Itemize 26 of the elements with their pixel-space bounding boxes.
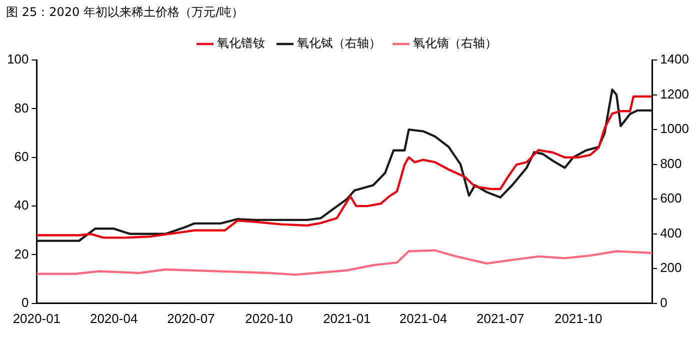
x-tick-label: 2020-10 (245, 310, 293, 326)
y2-tick-label: 1400 (660, 52, 689, 67)
x-tick-label: 2021-04 (399, 310, 448, 326)
x-tick-label: 2020-01 (12, 310, 61, 326)
y-tick-label: 40 (14, 198, 29, 213)
x-tick-label: 2021-07 (476, 310, 524, 326)
y2-tick-label: 0 (660, 294, 668, 310)
x-tick-label: 2021-01 (323, 310, 371, 326)
y2-tick-label: 200 (660, 260, 682, 276)
x-tick-label: 2020-04 (90, 310, 138, 326)
y-tick-label: 100 (6, 52, 29, 67)
y2-tick-label: 400 (660, 225, 682, 240)
y2-tick-label: 800 (660, 156, 682, 171)
legend-label: 氧化镨钕 (217, 36, 265, 50)
legend-label: 氧化镝（右轴） (413, 36, 497, 50)
y-tick-label: 0 (21, 294, 29, 310)
y2-tick-label: 1200 (660, 86, 689, 102)
x-tick-label: 2021-10 (554, 310, 602, 326)
y-tick-label: 60 (14, 148, 29, 164)
y-tick-label: 20 (14, 246, 29, 262)
y2-tick-label: 1000 (660, 121, 689, 136)
x-tick-label: 2020-07 (167, 310, 215, 326)
chart-title: 图 25：2020 年初以来稀土价格（万元/吨） (6, 4, 244, 21)
legend-label: 氧化铽（右轴） (297, 36, 381, 50)
y-tick-label: 80 (14, 100, 29, 116)
y2-tick-label: 600 (660, 190, 682, 206)
